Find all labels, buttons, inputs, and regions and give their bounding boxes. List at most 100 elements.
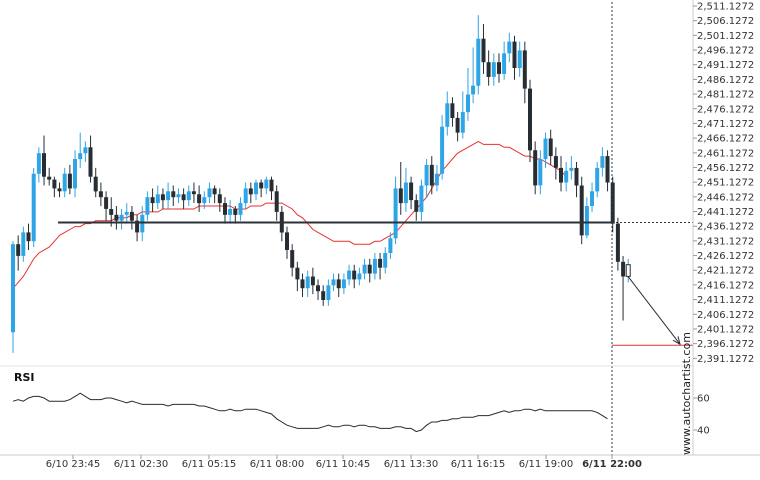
candle [47,167,52,186]
y-tick-label: 2,391.1272 [697,354,754,365]
candle-body [331,279,336,286]
candle [512,35,517,80]
credit-text: www.autochartist.com [680,332,693,455]
candle-body [42,153,46,177]
candle-body [486,62,491,77]
candle-body [528,88,532,151]
candle-body [362,264,367,274]
candle [403,167,408,212]
candle-body [36,153,41,174]
rsi-tick-label: 40 [697,426,710,437]
candle [424,159,429,198]
x-tick-label: 6/11 13:30 [384,459,438,470]
candle-body [62,173,67,192]
candle-body [290,250,295,268]
candle-body [228,209,233,215]
candle [507,32,512,63]
candle [502,41,507,80]
candle-body [595,167,600,192]
candle-body [450,103,455,118]
candle-body [243,188,248,204]
candle [73,150,77,198]
y-tick-label: 2,441.1272 [697,207,754,218]
candle-body [135,220,140,233]
candle-body [78,153,83,160]
candle-body [305,276,310,289]
y-tick-label: 2,446.1272 [697,192,754,203]
candle-body [114,214,119,221]
candle-body [460,112,465,133]
candle [228,200,233,224]
candle [150,188,155,212]
candle [67,164,72,195]
candle-body [424,164,429,186]
candle-body [352,270,357,280]
y-tick-label: 2,461.1272 [697,148,754,159]
candle [471,47,476,104]
candle [445,91,450,136]
candle-body [621,261,626,277]
moving-average-line [12,140,567,289]
candle [528,79,532,162]
candle-body [98,191,103,198]
candle-body [533,150,538,186]
candle-body [57,188,62,192]
candle-body [310,276,315,286]
candle-body [372,258,377,274]
candle [11,241,15,353]
candle [57,182,62,198]
candle [305,270,310,298]
candle [254,179,258,201]
candle [124,203,129,224]
candle [610,176,615,233]
y-tick-label: 2,396.1272 [697,339,754,350]
candle [460,91,465,139]
candle-body [321,291,326,300]
candle-body [26,232,31,242]
candle [171,185,176,207]
candle-body [569,167,574,171]
forecast-arrow-line [627,276,681,345]
y-tick-label: 2,486.1272 [697,75,754,86]
candle [584,197,589,239]
candle [625,258,631,283]
candle [517,41,522,77]
candle [223,197,227,224]
candle [574,161,579,198]
y-tick-label: 2,481.1272 [697,90,754,101]
candle [450,97,455,127]
candle [336,273,341,298]
candle [212,185,217,204]
candle-body [383,253,388,268]
candle [129,206,134,230]
candle-body [429,164,434,186]
candle-body [605,156,610,183]
candle-body [615,223,620,262]
candle [341,273,346,295]
candle [372,252,377,280]
candle [553,147,558,180]
candle [367,258,372,283]
candle [135,214,140,242]
x-tick-label: 6/11 05:15 [182,459,236,470]
candle [176,188,181,204]
candle [331,273,336,292]
candle-body [160,194,165,201]
y-tick-label: 2,506.1272 [697,16,754,27]
rsi-tick-label: 60 [697,394,710,405]
candle [166,182,171,209]
candle-body [414,200,419,212]
candle-body [176,194,181,198]
x-tick-label: 6/11 08:00 [250,459,304,470]
candle [595,161,600,198]
candle [481,23,486,74]
x-tick-label: 6/11 16:15 [451,459,505,470]
candle-body [522,50,527,89]
candle-body [181,194,186,201]
candle [114,206,119,230]
candle-body [93,176,98,192]
rsi-label: RSI [14,371,35,384]
candle [393,176,398,245]
candle [357,267,362,286]
